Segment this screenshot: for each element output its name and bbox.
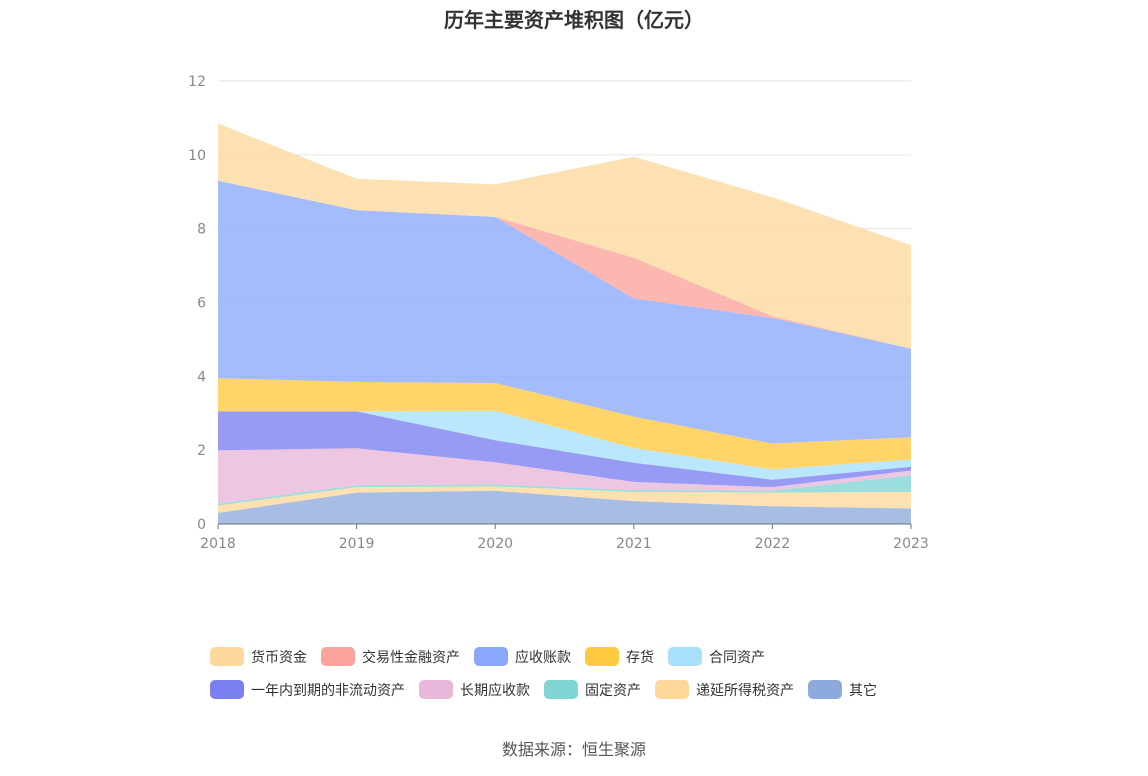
area-6 (218, 378, 911, 470)
legend-swatch (321, 647, 355, 666)
legend-item[interactable]: 长期应收款 (419, 680, 530, 700)
legend-item[interactable]: 递延所得税资产 (655, 680, 794, 700)
legend-swatch (585, 647, 619, 666)
area-3 (218, 448, 911, 504)
x-tick-label: 2018 (200, 536, 236, 552)
legend-label: 合同资产 (709, 649, 765, 666)
legend-label: 应收账款 (515, 649, 571, 666)
legend-swatch (419, 680, 453, 699)
axes: 2018 2019 2020 2021 2022 2023 (200, 523, 929, 552)
area-7 (218, 180, 911, 444)
legend-swatch (655, 680, 689, 699)
legend-swatch (668, 647, 702, 666)
legend-label: 其它 (849, 682, 877, 699)
y-tick-label: 12 (188, 74, 206, 90)
y-tick-label: 8 (197, 222, 206, 238)
legend-swatch (544, 680, 578, 699)
data-source: 数据来源：恒生聚源 (501, 740, 646, 759)
legend-row-2: 一年内到期的非流动资产 长期应收款 固定资产 递延所得税资产 其它 (210, 673, 970, 706)
legend-item[interactable]: 一年内到期的非流动资产 (210, 680, 405, 700)
y-tick-label: 2 (197, 443, 206, 459)
legend-item[interactable]: 存货 (585, 647, 654, 667)
y-tick-label: 6 (197, 296, 206, 312)
legend-label: 货币资金 (251, 649, 307, 666)
legend-item[interactable]: 合同资产 (668, 647, 765, 667)
legend-item[interactable]: 其它 (808, 680, 877, 700)
area-4 (218, 411, 911, 488)
chart-title: 历年主要资产堆积图（亿元） (444, 8, 704, 32)
legend-swatch (474, 647, 508, 666)
y-tick-label: 10 (188, 148, 206, 164)
area-series (218, 123, 911, 524)
legend-row-1: 货币资金 交易性金融资产 应收账款 存货 合同资产 (210, 640, 970, 673)
x-tick-label: 2021 (616, 536, 652, 552)
legend-item[interactable]: 固定资产 (544, 680, 641, 700)
legend-label: 长期应收款 (460, 682, 530, 699)
legend-item[interactable]: 货币资金 (210, 647, 307, 667)
legend-item[interactable]: 应收账款 (474, 647, 571, 667)
legend-swatch (808, 680, 842, 699)
legend: 货币资金 交易性金融资产 应收账款 存货 合同资产 一年内到期的非流动资产 长期应收款 固定… (210, 640, 970, 706)
x-tick-label: 2023 (893, 536, 929, 552)
area-8 (218, 180, 911, 349)
area-0 (218, 490, 911, 524)
x-tick-label: 2022 (755, 536, 791, 552)
legend-label: 一年内到期的非流动资产 (251, 682, 405, 699)
legend-item[interactable]: 交易性金融资产 (321, 647, 460, 667)
legend-label: 存货 (626, 649, 654, 666)
area-5 (218, 410, 911, 480)
legend-label: 固定资产 (585, 682, 641, 699)
area-1 (218, 486, 911, 513)
legend-label: 交易性金融资产 (362, 649, 460, 666)
legend-swatch (210, 680, 244, 699)
legend-swatch (210, 647, 244, 666)
y-tick-label: 4 (197, 369, 206, 385)
legend-label: 递延所得税资产 (696, 682, 794, 699)
y-tick-label: 0 (197, 517, 206, 533)
area-9 (218, 123, 911, 349)
x-tick-label: 2020 (477, 536, 513, 552)
x-tick-label: 2019 (339, 536, 375, 552)
